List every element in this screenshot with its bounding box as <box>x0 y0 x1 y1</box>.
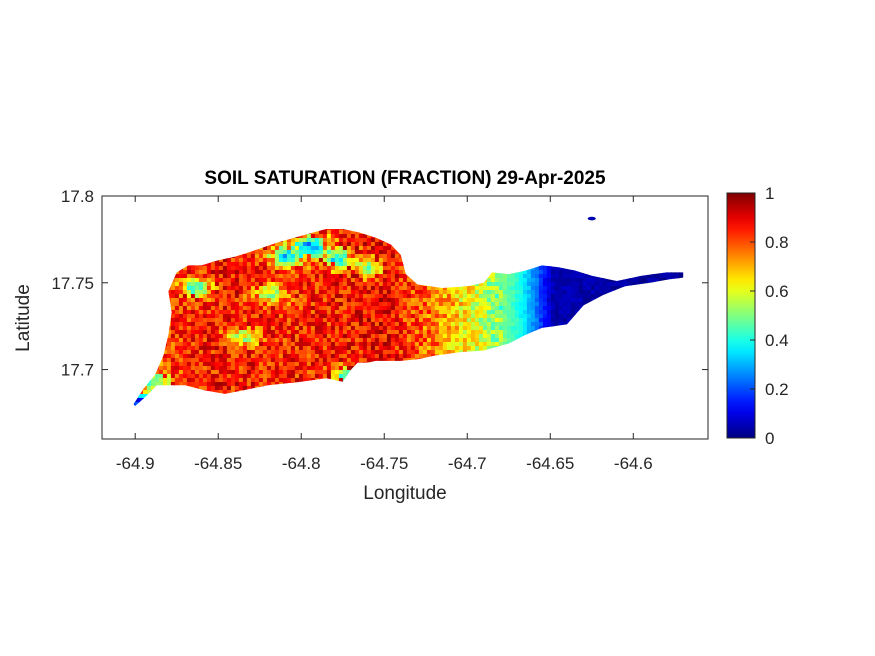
colorbar: 0 0.2 0.4 0.6 0.8 1 <box>726 184 789 448</box>
chart-title: SOIL SATURATION (FRACTION) 29-Apr-2025 <box>204 168 606 189</box>
colorbar-tick-label: 0.8 <box>765 233 789 252</box>
colorbar-tick-label: 0.2 <box>765 380 789 399</box>
x-axis-label: Longitude <box>363 483 446 504</box>
y-tick-label: 17.8 <box>61 187 94 206</box>
x-tick-label: -64.6 <box>614 454 653 473</box>
x-axis: -64.9 -64.85 -64.8 -64.75 -64.7 -64.65 -64.6 <box>116 196 653 473</box>
x-tick-label: -64.75 <box>360 454 408 473</box>
islet-mark <box>587 216 596 221</box>
x-tick-label: -64.9 <box>116 454 155 473</box>
colorbar-tick-label: 0.4 <box>765 331 789 350</box>
colorbar-tick-label: 1 <box>765 184 774 203</box>
colorbar-tick-label: 0 <box>765 429 774 448</box>
x-tick-label: -64.7 <box>448 454 487 473</box>
colorbar-ticks: 0 0.2 0.4 0.6 0.8 1 <box>750 184 789 448</box>
plot-frame <box>101 195 709 440</box>
colorbar-tick-label: 0.6 <box>765 282 789 301</box>
y-axis-label: Latitude <box>13 284 34 352</box>
y-axis: 17.7 17.75 17.8 <box>51 187 708 380</box>
y-tick-label: 17.75 <box>51 274 94 293</box>
x-tick-label: -64.8 <box>282 454 321 473</box>
x-tick-label: -64.85 <box>194 454 242 473</box>
islet-saturation <box>587 216 596 221</box>
colorbar-scale <box>726 192 756 439</box>
y-tick-label: 17.7 <box>61 361 94 380</box>
x-tick-label: -64.65 <box>526 454 574 473</box>
plot-area <box>101 195 709 440</box>
